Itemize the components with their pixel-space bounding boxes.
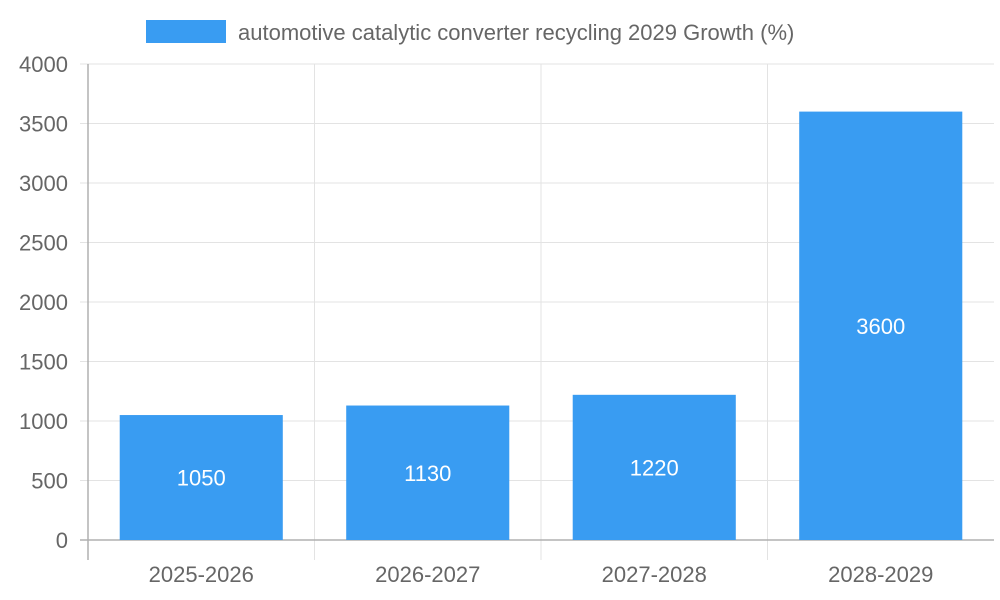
bar	[346, 405, 510, 540]
y-tick-label: 2000	[19, 290, 68, 315]
y-tick-label: 1500	[19, 350, 68, 375]
bar-value-label: 1130	[404, 461, 451, 486]
bar-value-label: 1220	[630, 455, 679, 480]
bar	[119, 415, 283, 540]
bar-value-label: 1050	[177, 466, 226, 491]
y-tick-label: 500	[31, 469, 68, 494]
legend-label: automotive catalytic converter recycling…	[238, 20, 794, 45]
y-tick-label: 0	[56, 528, 68, 553]
y-tick-label: 1000	[19, 409, 68, 434]
x-tick-label: 2028-2029	[828, 562, 933, 587]
bar	[572, 394, 736, 540]
x-axis-ticks: 2025-2026 2026-2027 2027-2028 2028-2029	[149, 562, 934, 587]
legend-swatch	[146, 20, 226, 43]
bar-value-label: 3600	[856, 314, 905, 339]
x-tick-label: 2027-2028	[602, 562, 707, 587]
y-axis-ticks: 0 500 1000 1500 2000 2500 3000 3500 4000	[19, 52, 68, 553]
bar	[799, 111, 963, 540]
bars	[119, 111, 963, 540]
x-tick-label: 2025-2026	[149, 562, 254, 587]
y-tick-label: 4000	[19, 52, 68, 77]
data-labels: 1050 1130 1220 3600	[177, 314, 905, 491]
y-tick-label: 2500	[19, 231, 68, 256]
y-tick-label: 3500	[19, 112, 68, 137]
legend: automotive catalytic converter recycling…	[146, 20, 794, 45]
y-tick-label: 3000	[19, 171, 68, 196]
x-tick-label: 2026-2027	[375, 562, 480, 587]
